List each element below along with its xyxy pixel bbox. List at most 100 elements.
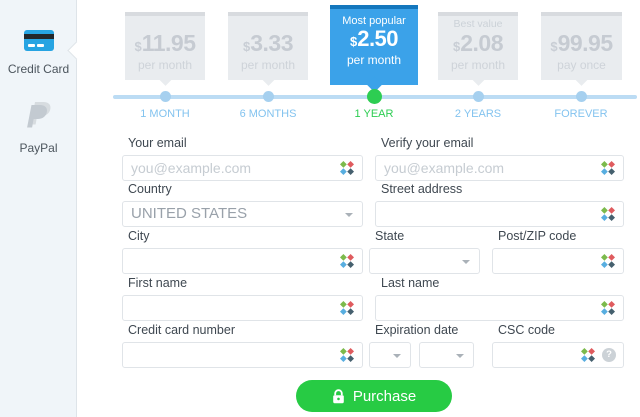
plan-topbar [438, 12, 518, 16]
street-field-group: Street address [375, 182, 624, 227]
card-number-input[interactable] [122, 342, 363, 368]
paypal-icon [26, 102, 51, 128]
plan-price: $ 3.33 [243, 32, 293, 55]
street-input[interactable] [375, 201, 624, 227]
credit-card-dash [27, 44, 35, 47]
autofill-icon[interactable] [600, 206, 616, 222]
payment-method-paypal[interactable]: PayPal [0, 100, 77, 155]
state-select[interactable] [369, 248, 480, 274]
autofill-icon[interactable] [600, 253, 616, 269]
plan-tail [158, 73, 172, 86]
csc-field-group: CSC code ? [492, 323, 624, 368]
zip-field-group: Post/ZIP code [492, 229, 624, 274]
plan-tail [575, 73, 588, 86]
credit-card-stripe [23, 34, 54, 39]
credit-card-icon [23, 30, 54, 51]
country-value: UNITED STATES [131, 205, 248, 222]
first-name-field-group: First name [122, 276, 363, 321]
duration-label-1-year[interactable]: 1 YEAR [354, 108, 394, 120]
plan-period: per month [240, 58, 296, 72]
plan-price: $ 99.95 [550, 30, 614, 56]
duration-label-6-months[interactable]: 6 MONTHS [239, 108, 297, 120]
plan-period: pay once [557, 58, 606, 72]
city-field-group: City [122, 229, 363, 274]
verify-email-input[interactable] [375, 155, 624, 181]
payment-method-credit-card[interactable]: Credit Card [0, 30, 77, 76]
expiration-field-group: Expiration date [369, 323, 479, 368]
purchase-button[interactable]: Purchase [296, 380, 452, 412]
expiration-year-select[interactable] [419, 342, 474, 368]
chevron-down-icon [393, 354, 401, 358]
chevron-down-icon [345, 213, 353, 217]
plan-amount: 99.95 [557, 30, 614, 56]
last-name-input[interactable] [375, 295, 624, 321]
email-input[interactable] [122, 155, 363, 181]
card-number-label: Credit card number [128, 323, 235, 337]
last-name-field-group: Last name [375, 276, 624, 321]
duration-label-2-years[interactable]: 2 YEARS [454, 108, 502, 120]
timeline-dot-1-month[interactable] [159, 91, 171, 102]
autofill-icon[interactable] [339, 160, 355, 176]
chevron-down-icon [456, 354, 464, 358]
plan-topbar [228, 12, 308, 16]
plan-price: $ 2.50 [350, 26, 399, 51]
plan-6-months[interactable]: $ 3.33 per month [228, 12, 308, 86]
first-name-input[interactable] [122, 295, 363, 321]
plan-price: $ 2.08 [453, 32, 503, 55]
state-field-group: State [369, 229, 480, 274]
autofill-icon[interactable] [339, 253, 355, 269]
autofill-icon[interactable] [339, 347, 355, 363]
lock-icon [333, 388, 344, 403]
plan-amount: 2.08 [460, 30, 503, 56]
autofill-icon[interactable] [339, 300, 355, 316]
country-label: Country [128, 182, 172, 196]
city-input[interactable] [122, 248, 363, 274]
plan-1-year-selected[interactable]: Most popular $ 2.50 per month [330, 5, 418, 93]
timeline-dot-6-months[interactable] [262, 91, 274, 102]
city-label: City [128, 229, 150, 243]
autofill-icon[interactable] [600, 300, 616, 316]
plan-amount: 3.33 [250, 30, 293, 56]
duration-label-1-month[interactable]: 1 MONTH [140, 108, 190, 120]
plan-topbar [330, 5, 418, 9]
street-label: Street address [381, 182, 463, 196]
payment-method-sidebar: Credit Card PayPal [0, 0, 77, 417]
first-name-label: First name [128, 276, 188, 290]
plan-period: per month [346, 53, 402, 67]
timeline-dot-forever[interactable] [575, 91, 587, 102]
expiration-label: Expiration date [375, 323, 459, 337]
country-select[interactable]: UNITED STATES [122, 201, 363, 227]
verify-email-label: Verify your email [381, 136, 474, 150]
chevron-down-icon [462, 260, 470, 264]
country-field-group: Country UNITED STATES [122, 182, 363, 227]
plan-amount: 11.95 [141, 30, 196, 56]
zip-label: Post/ZIP code [498, 229, 577, 243]
last-name-label: Last name [381, 276, 440, 290]
duration-label-forever[interactable]: FOREVER [554, 108, 608, 120]
email-field-group: Your email [122, 136, 363, 181]
purchase-button-label: Purchase [352, 387, 417, 405]
help-icon[interactable]: ? [602, 348, 616, 362]
best-value-badge: Best value [453, 18, 503, 30]
plan-topbar [541, 12, 622, 16]
plan-amount: 2.50 [357, 26, 399, 51]
csc-label: CSC code [498, 323, 555, 337]
currency-symbol: $ [134, 39, 142, 54]
email-label: Your email [128, 136, 187, 150]
plan-2-years[interactable]: Best value $ 2.08 per month [438, 12, 518, 86]
plan-1-month[interactable]: $ 11.95 per month [125, 12, 205, 86]
autofill-icon[interactable] [600, 160, 616, 176]
plan-period: per month [450, 58, 506, 72]
plan-forever[interactable]: $ 99.95 pay once [541, 12, 622, 86]
plan-tail [471, 73, 485, 86]
most-popular-badge: Most popular [342, 15, 406, 27]
plan-period: per month [137, 58, 193, 72]
timeline-dot-2-years[interactable] [472, 91, 484, 102]
currency-symbol: $ [243, 39, 251, 54]
expiration-month-select[interactable] [369, 342, 411, 368]
timeline-dot-1-year[interactable] [366, 89, 382, 104]
zip-input[interactable] [492, 248, 624, 274]
paypal-label: PayPal [19, 141, 58, 155]
autofill-icon[interactable] [580, 347, 596, 363]
